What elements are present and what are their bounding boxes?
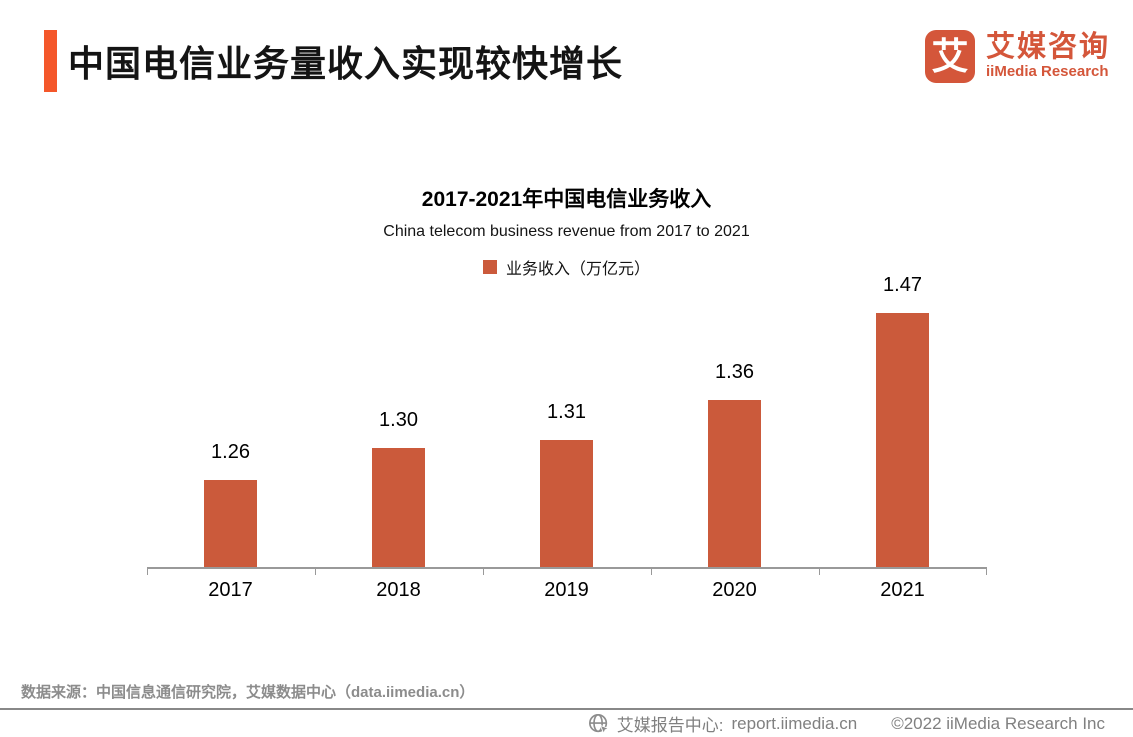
- logo-mark-char: 艾: [931, 36, 969, 77]
- x-axis-label-2018: 2018: [376, 579, 421, 601]
- globe-cursor-icon: [588, 713, 610, 735]
- bar-slot-2018: 1.30: [315, 291, 483, 567]
- legend-label: 业务收入（万亿元）: [505, 261, 650, 278]
- chart-subtitle: China telecom business revenue from 2017…: [383, 223, 750, 240]
- data-source-note: 数据来源：中国信息通信研究院，艾媒数据中心（data.iimedia.cn）: [21, 684, 475, 701]
- chart-legend: 业务收入（万亿元）: [0, 255, 1133, 279]
- bar-slot-2019: 1.31: [483, 291, 651, 567]
- copyright-text: ©2022 iiMedia Research Inc: [891, 713, 1105, 733]
- report-center-label: 艾媒报告中心:: [616, 716, 724, 735]
- iimedia-logo-icon: 艾: [924, 30, 975, 83]
- page-title: 中国电信业务量收入实现较快增长: [68, 43, 624, 84]
- x-axis-label-2019: 2019: [544, 579, 589, 601]
- plot-area: 1.26 1.30 1.31 1.36 1.47: [146, 274, 987, 569]
- title-accent-bar: [44, 30, 57, 92]
- axis-tick: [650, 569, 652, 575]
- axis-tick: [985, 569, 987, 575]
- x-axis-label-2021: 2021: [880, 579, 925, 601]
- bar-slot-2017: 1.26: [147, 291, 315, 567]
- bar-value-label-2018: 1.30: [379, 409, 418, 431]
- bar-2018: [372, 448, 425, 567]
- x-axis-ticks: [146, 569, 987, 576]
- axis-tick: [818, 569, 820, 575]
- iimedia-logo: 艾 艾媒咨询 iiMedia Research: [924, 30, 1110, 83]
- bar-2019: [540, 440, 593, 567]
- bar-value-label-2021: 1.47: [883, 274, 922, 296]
- chart: 2017-2021年中国电信业务收入 China telecom busines…: [0, 183, 1133, 602]
- bar-value-label-2020: 1.36: [715, 361, 754, 383]
- legend-swatch: [482, 260, 497, 274]
- bar-value-label-2019: 1.31: [547, 401, 586, 423]
- axis-tick: [146, 569, 148, 575]
- bar-2020: [708, 400, 761, 567]
- x-axis-label-2017: 2017: [208, 579, 253, 601]
- footer-divider: [0, 708, 1133, 710]
- brand-name-en: iiMedia Research: [985, 63, 1109, 81]
- brand-name-cn: 艾媒咨询: [985, 31, 1110, 64]
- bar-slot-2020: 1.36: [651, 291, 819, 567]
- bar-plot: 1.26 1.30 1.31 1.36 1.47 2017 2018 2019 2020 202…: [146, 274, 987, 602]
- bar-2017: [204, 480, 257, 567]
- footer-bar: 艾媒报告中心: report.iimedia.cn ©2022 iiMedia …: [0, 710, 1133, 737]
- bar-value-label-2017: 1.26: [211, 441, 250, 463]
- bar-slot-2021: 1.47: [819, 274, 987, 567]
- chart-title: 2017-2021年中国电信业务收入: [421, 188, 712, 211]
- axis-tick: [482, 569, 484, 575]
- bar-2021: [876, 313, 929, 567]
- report-center-url[interactable]: report.iimedia.cn: [731, 713, 858, 733]
- axis-tick: [314, 569, 316, 575]
- logo-text: 艾媒咨询 iiMedia Research: [985, 31, 1110, 81]
- x-axis-label-2020: 2020: [712, 579, 757, 601]
- x-axis-labels: 2017 2018 2019 2020 2021: [147, 579, 987, 602]
